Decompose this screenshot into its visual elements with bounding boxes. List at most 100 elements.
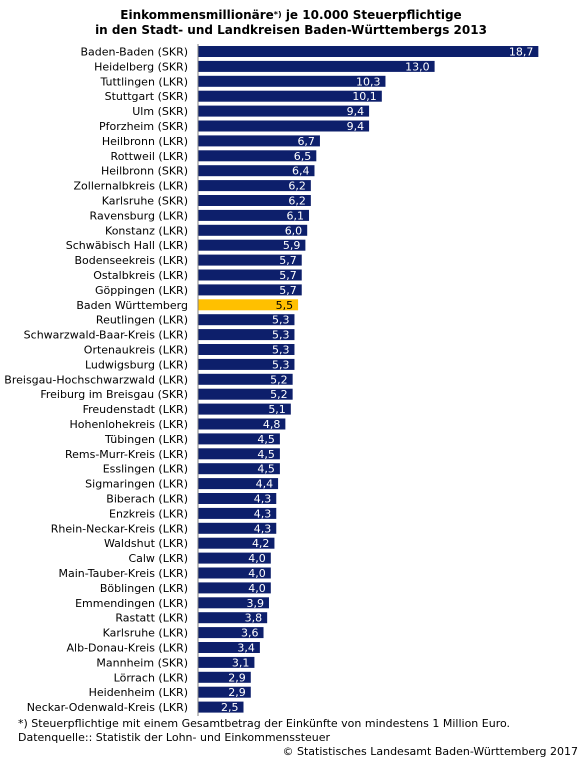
category-label-5: Pforzheim (SKR) [99, 120, 188, 133]
value-label-4: 9,4 [347, 105, 365, 118]
chart-title-footnote-marker: *) [273, 10, 282, 19]
category-label-17: Baden Württemberg [76, 299, 188, 312]
category-label-26: Tübingen (LKR) [104, 433, 188, 446]
category-label-9: Zollernalbkreis (LKR) [74, 180, 189, 193]
category-label-14: Bodenseekreis (LKR) [74, 254, 188, 267]
category-label-18: Reutlingen (LKR) [96, 314, 188, 327]
category-label-37: Emmendingen (LKR) [75, 597, 188, 610]
bar-37 [198, 597, 269, 609]
bar-21 [198, 358, 295, 370]
value-label-17: 5,5 [276, 299, 294, 312]
value-label-29: 4,4 [256, 478, 274, 491]
bar-10 [198, 195, 311, 206]
value-label-32: 4,3 [254, 522, 272, 535]
footnote-definition: *) Steuerpflichtige mit einem Gesamtbetr… [18, 717, 511, 730]
value-label-21: 5,3 [272, 358, 290, 371]
bar-42 [198, 671, 251, 683]
bar-36 [198, 582, 271, 594]
category-label-29: Sigmaringen (LKR) [85, 478, 188, 491]
bar-27 [198, 448, 280, 460]
bar-14 [198, 254, 302, 266]
value-label-22: 5,2 [270, 373, 288, 386]
value-label-9: 6,2 [288, 180, 306, 193]
value-label-1: 13,0 [405, 60, 430, 73]
bar-11 [198, 209, 310, 221]
value-label-34: 4,0 [248, 552, 266, 565]
value-label-38: 3,8 [245, 612, 263, 625]
value-label-26: 4,5 [257, 433, 275, 446]
bar-3 [198, 90, 382, 102]
category-label-4: Ulm (SKR) [132, 105, 188, 118]
bar-30 [198, 493, 277, 504]
bar-17 [198, 299, 299, 311]
value-label-25: 4,8 [263, 418, 281, 431]
bar-35 [198, 567, 271, 579]
value-label-7: 6,5 [294, 150, 312, 163]
bar-1 [198, 60, 435, 72]
bar-5 [198, 120, 370, 132]
bar-22 [198, 373, 293, 385]
category-label-21: Ludwigsburg (LKR) [85, 358, 188, 371]
bar-29 [198, 478, 279, 490]
bar-20 [198, 344, 295, 355]
category-label-41: Mannheim (SKR) [96, 656, 188, 669]
category-label-25: Hohenlohekreis (LKR) [69, 418, 188, 431]
value-label-30: 4,3 [254, 493, 272, 506]
value-label-11: 6,1 [287, 209, 305, 222]
bar-13 [198, 239, 306, 251]
bar-26 [198, 433, 280, 445]
category-label-20: Ortenaukreis (LKR) [84, 344, 188, 357]
bar-25 [198, 418, 286, 430]
category-label-11: Ravensburg (LKR) [90, 209, 188, 222]
bar-4 [198, 105, 370, 117]
category-label-30: Biberach (LKR) [106, 493, 188, 506]
category-label-12: Konstanz (LKR) [105, 224, 188, 237]
category-label-40: Alb-Donau-Kreis (LKR) [67, 642, 189, 655]
value-label-14: 5,7 [279, 254, 297, 267]
category-label-7: Rottweil (LKR) [111, 150, 188, 163]
bar-18 [198, 314, 295, 326]
value-label-43: 2,9 [228, 686, 246, 699]
value-label-35: 4,0 [248, 567, 266, 580]
bar-2 [198, 75, 386, 87]
value-label-2: 10,3 [356, 75, 381, 88]
value-label-27: 4,5 [257, 448, 275, 461]
category-label-39: Karlsruhe (LKR) [103, 627, 188, 640]
category-label-16: Göppingen (LKR) [95, 284, 188, 297]
data-source: Datenquelle:: Statistik der Lohn- und Ei… [18, 731, 331, 744]
category-label-28: Esslingen (LKR) [103, 463, 188, 476]
value-label-0: 18,7 [509, 46, 534, 59]
bar-41 [198, 656, 255, 668]
value-label-8: 6,4 [292, 165, 310, 178]
bar-0 [198, 46, 539, 57]
chart-title-line2: in den Stadt- und Landkreisen Baden-Würt… [95, 23, 487, 37]
value-label-10: 6,2 [288, 195, 306, 208]
value-label-41: 3,1 [232, 656, 250, 669]
category-label-38: Rastatt (LKR) [115, 612, 188, 625]
bar-12 [198, 224, 308, 236]
category-label-19: Schwarzwald-Baar-Kreis (LKR) [24, 329, 188, 342]
value-label-20: 5,3 [272, 344, 290, 357]
category-label-22: Breisgau-Hochschwarzwald (LKR) [4, 373, 188, 386]
value-label-19: 5,3 [272, 329, 290, 342]
category-label-23: Freiburg im Breisgau (SKR) [40, 388, 188, 401]
bar-33 [198, 537, 275, 549]
value-label-12: 6,0 [285, 224, 303, 237]
chart-title: Einkommensmillionäre*) je 10.000 Steuerp… [0, 8, 582, 38]
category-label-35: Main-Tauber-Kreis (LKR) [59, 567, 188, 580]
chart-title-line1-rest: je 10.000 Steuerpflichtige [281, 8, 462, 22]
value-label-37: 3,9 [246, 597, 264, 610]
bar-40 [198, 642, 260, 653]
category-label-3: Stuttgart (SKR) [105, 90, 188, 103]
category-label-32: Rhein-Neckar-Kreis (LKR) [51, 522, 188, 535]
bar-6 [198, 135, 320, 147]
bar-34 [198, 552, 271, 564]
category-label-6: Heilbronn (LKR) [102, 135, 188, 148]
chart-title-line1: Einkommensmillionäre [120, 8, 274, 22]
bar-43 [198, 686, 251, 698]
bar-chart: Baden-Baden (SKR) 18,7 Heidelberg (SKR) 13,… [4, 44, 539, 716]
bar-8 [198, 165, 315, 177]
value-label-39: 3,6 [241, 627, 259, 640]
category-label-27: Rems-Murr-Kreis (LKR) [65, 448, 188, 461]
category-label-42: Lörrach (LKR) [114, 671, 188, 684]
